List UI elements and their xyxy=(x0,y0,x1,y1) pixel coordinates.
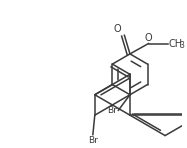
Text: 3: 3 xyxy=(180,41,184,50)
Text: O: O xyxy=(114,24,122,34)
Text: O: O xyxy=(145,33,152,42)
Text: Br: Br xyxy=(88,136,98,145)
Text: Br: Br xyxy=(108,106,117,115)
Text: CH: CH xyxy=(169,38,183,49)
